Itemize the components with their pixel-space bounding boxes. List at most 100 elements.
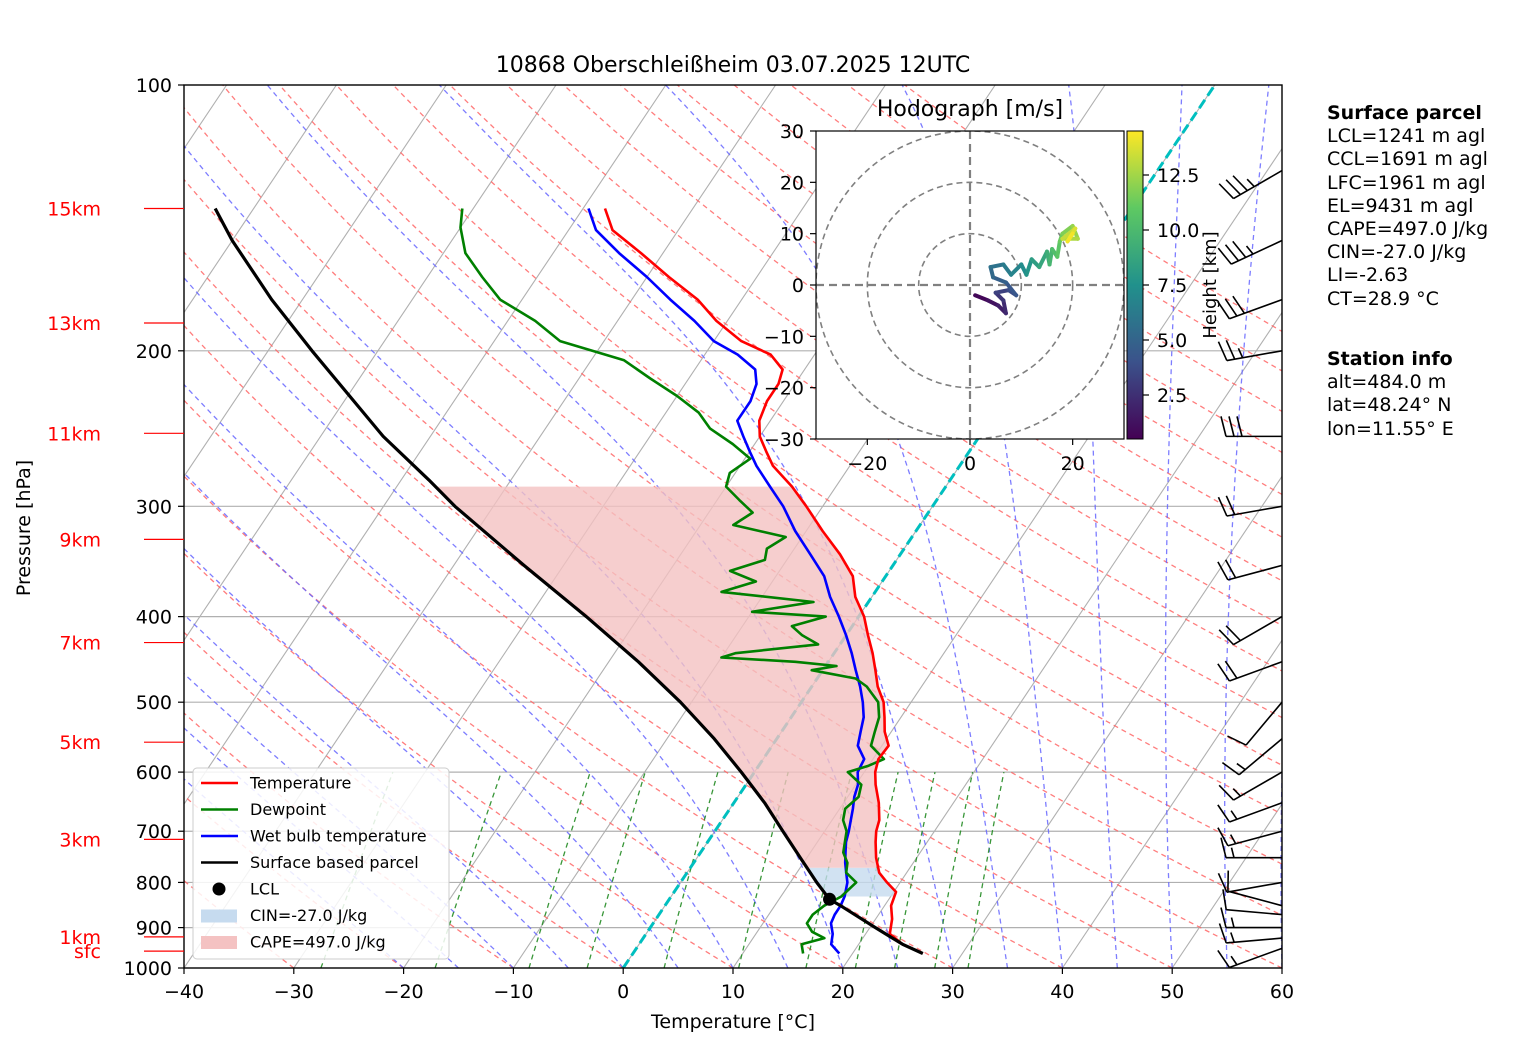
wind-barb-flag [1232,240,1247,258]
x-tick-label: 30 [941,981,965,1003]
wind-barb-flag [1217,561,1229,581]
x-axis-label: Temperature [°C] [650,1011,815,1033]
wind-barb-flag [1245,245,1254,255]
height-label: sfc [74,941,101,963]
station-info-panel: Station info alt=484.0 m lat=48.24° N lo… [1327,348,1454,441]
surface-parcel-line: LFC=1961 m agl [1327,171,1486,194]
x-tick-label: −20 [384,981,424,1003]
x-tick-label: −30 [274,981,314,1003]
dry-adiabat-line [222,85,1282,865]
moist-adiabat-line [184,276,789,968]
wind-barb-staff [1230,239,1283,265]
hodograph-segment [973,293,990,303]
y-tick-label: 1000 [124,958,172,980]
legend-label: Surface based parcel [250,853,419,872]
wind-barb-flag [1232,295,1246,314]
hodograph-segment [1065,231,1075,244]
dry-adiabat-line [620,85,1282,538]
hodograph-segment [1001,298,1008,316]
height-label: 5km [59,732,101,754]
wind-barb-staff [1226,881,1283,893]
hodograph-segment [1024,257,1034,277]
dry-adiabat-line [392,85,1282,719]
mixing-ratio-line [586,771,646,968]
wind-barb-flag [1217,496,1228,517]
surface-parcel-panel: Surface parcel LCL=1241 m agl CCL=1691 m… [1327,102,1488,311]
wind-barb [1227,701,1283,746]
wind-barb-flag [1230,917,1235,928]
hodograph-ring [917,232,1023,338]
dry-adiabat-line [184,399,953,968]
moist-adiabat-line [184,613,569,968]
wind-barb-flag [1225,625,1242,642]
colorbar-label: Height [km] [1200,231,1221,338]
height-label: 3km [59,829,101,851]
wind-barb-flag [1218,629,1235,646]
isotherm-line [184,85,667,806]
wind-barb-flag [1217,341,1228,361]
colorbar-tick-label: 10.0 [1157,220,1199,242]
isotherm-line [184,85,337,314]
dry-adiabat-line [184,251,1173,968]
wind-barb-staff [1229,802,1283,823]
wind-barb-flag [1224,298,1238,317]
hodograph-x-label: −20 [847,453,887,475]
mixing-ratio-line [854,771,899,968]
wind-barb-flag [1220,416,1227,437]
wind-barb-staff [1226,350,1283,362]
cape-area [435,486,889,868]
station-info-title: Station info [1327,348,1453,370]
moist-adiabat-line [184,383,734,968]
wind-barb-staff [1233,615,1283,646]
wind-barb-staff [1226,937,1283,944]
wind-barb-flag [1218,183,1235,200]
moist-adiabat-line [1164,85,1183,968]
hodograph-segment [1060,223,1075,236]
wind-barb [1220,416,1282,438]
isotherm-line [1061,639,1282,968]
wind-barb [1227,870,1283,907]
wind-barb-flag [1236,762,1246,771]
wind-barb-flag [1227,735,1247,746]
colorbar-tick-label: 5.0 [1157,330,1187,352]
wind-barb-staff [1238,738,1283,776]
wind-barb [1217,295,1283,320]
surface-parcel-line: CAPE=497.0 J/kg [1327,218,1489,241]
hodograph-ring [866,181,1074,389]
hodograph-segment [1001,262,1014,277]
wind-barb-staff [1245,701,1283,746]
hodograph-segment [1055,239,1062,259]
wind-barb-staff [1227,830,1283,847]
y-axis-ticks: 1000 900 800 700 600 500 400 300 200 100 [124,75,184,980]
wind-barb-flag [1225,179,1242,196]
hodograph-ticks: −20 0 20 30 20 10 0 −10 −20 −30 [764,121,1085,475]
wind-barb-staff [1226,505,1283,517]
wind-barb-flag [1230,847,1235,858]
x-tick-label: 20 [831,981,855,1003]
height-label: 11km [47,423,101,445]
surface-parcel-line: LI=-2.63 [1327,264,1409,287]
hodograph-y-label: 30 [780,121,804,143]
legend-box [192,767,450,960]
wind-barb-flag [1230,810,1238,820]
surface-parcel-line: CT=28.9 °C [1327,287,1439,310]
wind-barb-flag [1229,834,1237,845]
wind-barb-flag [1217,804,1231,823]
sounding-profiles [213,207,924,955]
x-tick-label: 10 [721,981,745,1003]
moist-adiabat-line [266,85,899,968]
hodograph-y-label: −20 [764,378,804,400]
wind-barb-flag [1220,907,1227,928]
y-tick-label: 800 [136,872,172,894]
wind-barb-flag [1230,932,1235,943]
wind-barb [1220,837,1282,859]
hodograph-x-label: 0 [964,453,976,475]
wind-barb [1221,738,1283,776]
wind-barb-flag [1220,837,1227,858]
cin-area [807,867,896,897]
wind-barbs [1217,169,1283,969]
wind-barb [1217,947,1283,969]
wind-barb-flag [1224,559,1237,579]
height-label: 13km [47,313,101,335]
